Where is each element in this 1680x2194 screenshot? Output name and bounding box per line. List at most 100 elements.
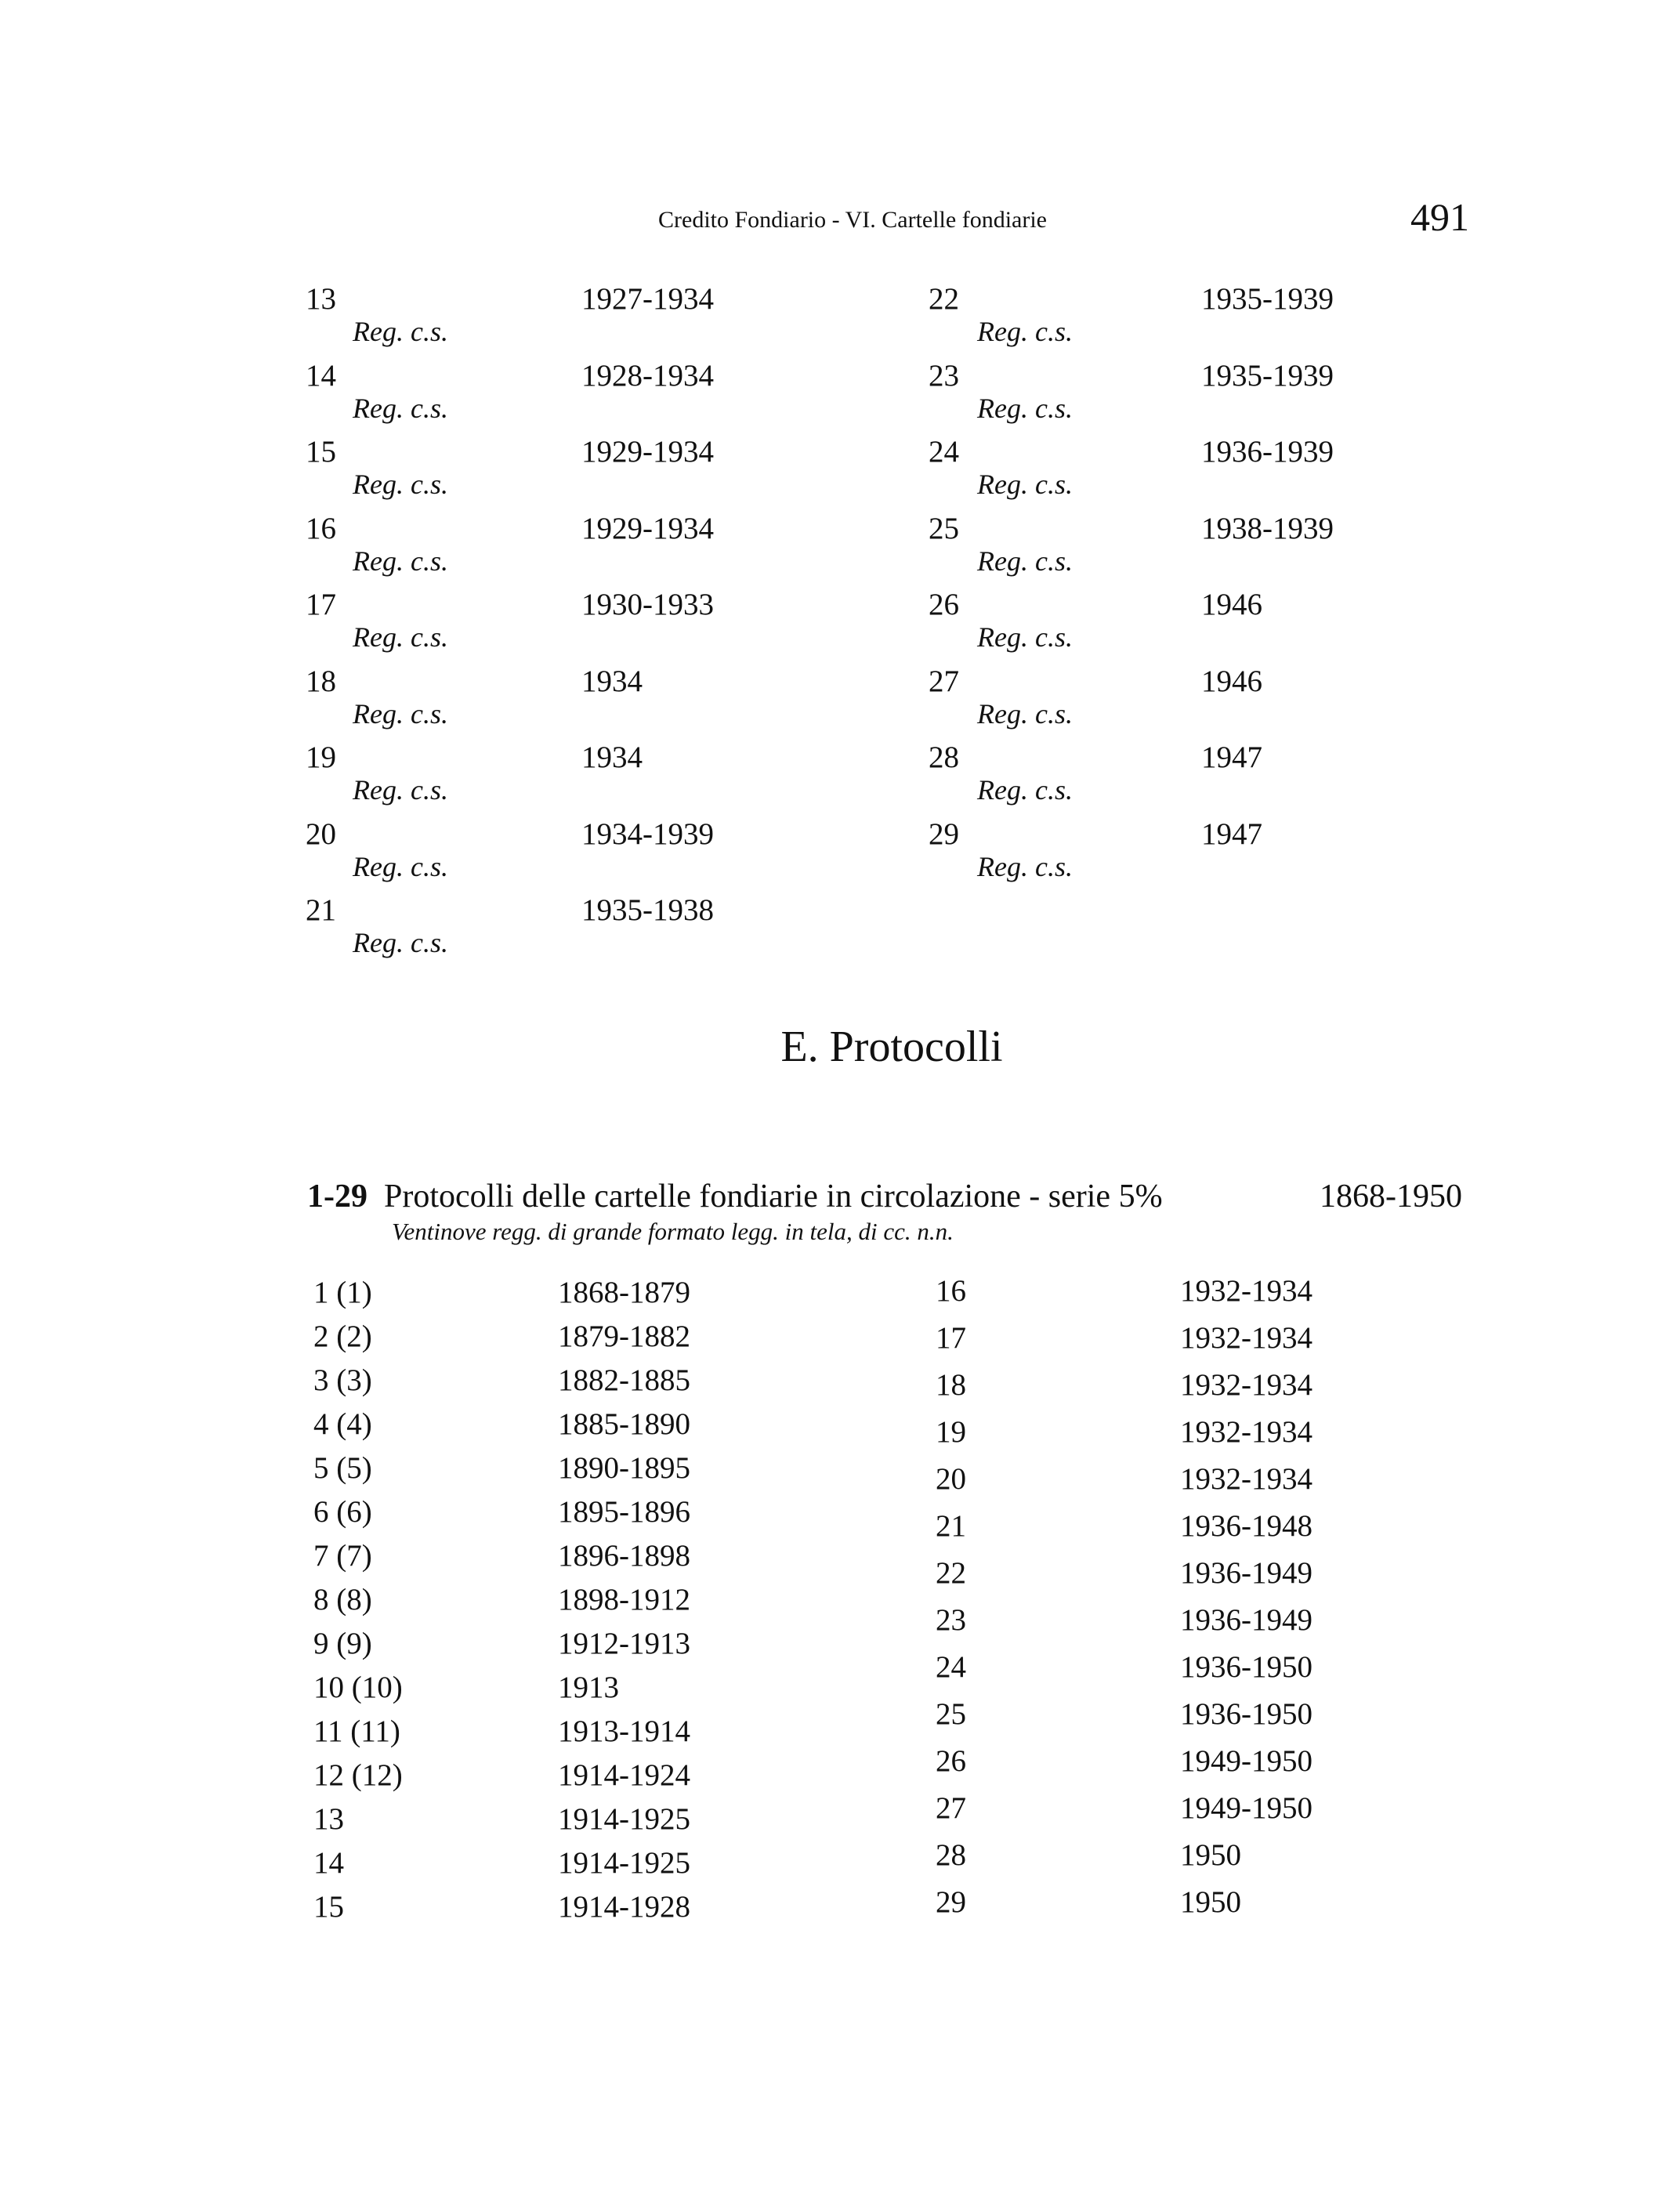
- register-dates: 1947: [1201, 740, 1262, 774]
- register-number: 23: [929, 358, 959, 393]
- entry-range: 1-29: [307, 1178, 368, 1215]
- register-dates: 1895-1896: [558, 1495, 690, 1529]
- register-dates: 1928-1934: [581, 358, 714, 393]
- register-number: 13: [313, 1802, 344, 1836]
- register-dates: 1947: [1201, 816, 1262, 851]
- register-number: 11 (11): [313, 1714, 400, 1748]
- register-note: Reg. c.s.: [977, 697, 1073, 730]
- register-number: 15: [306, 435, 336, 469]
- register-dates: 1929-1934: [581, 511, 714, 545]
- register-note: Reg. c.s.: [353, 697, 448, 730]
- register-number: 1 (1): [313, 1276, 372, 1309]
- register-number: 28: [929, 740, 959, 774]
- entry-description: Ventinove regg. di grande formato legg. …: [392, 1218, 954, 1245]
- register-dates: 1934: [581, 740, 643, 774]
- register-dates: 1936-1939: [1201, 435, 1334, 469]
- entry-heading: 1-29 Protocolli delle cartelle fondiarie…: [307, 1180, 1163, 1213]
- register-number: 20: [306, 816, 336, 851]
- register-number: 17: [306, 588, 336, 621]
- register-dates: 1932-1934: [1180, 1368, 1312, 1402]
- register-dates: 1932-1934: [1180, 1274, 1312, 1308]
- section-title: E. Protocolli: [780, 1023, 1003, 1071]
- register-dates: 1913: [558, 1671, 619, 1704]
- register-number: 16: [936, 1274, 966, 1308]
- register-note: Reg. c.s.: [353, 469, 448, 500]
- register-number: 25: [929, 511, 959, 545]
- register-dates: 1932-1934: [1180, 1321, 1312, 1355]
- register-number: 29: [936, 1885, 966, 1919]
- register-dates: 1934-1939: [581, 816, 714, 851]
- register-dates: 1929-1934: [581, 435, 714, 469]
- register-number: 20: [936, 1462, 966, 1496]
- register-number: 24: [936, 1650, 966, 1684]
- register-dates: 1930-1933: [581, 588, 714, 621]
- register-dates: 1936-1949: [1180, 1556, 1312, 1590]
- register-note: Reg. c.s.: [353, 927, 448, 958]
- register-number: 13: [306, 282, 336, 316]
- register-dates: 1913-1914: [558, 1714, 690, 1748]
- register-dates: 1949-1950: [1180, 1744, 1312, 1778]
- register-dates: 1914-1925: [558, 1802, 690, 1836]
- register-dates: 1932-1934: [1180, 1462, 1312, 1496]
- register-dates: 1946: [1201, 664, 1262, 698]
- register-dates: 1936-1949: [1180, 1603, 1312, 1637]
- register-dates: 1934: [581, 664, 643, 698]
- register-number: 23: [936, 1603, 966, 1637]
- register-number: 27: [929, 664, 959, 698]
- register-number: 16: [306, 511, 336, 545]
- register-dates: 1950: [1180, 1885, 1241, 1919]
- register-number: 5 (5): [313, 1451, 372, 1485]
- register-number: 29: [929, 816, 959, 851]
- register-dates: 1885-1890: [558, 1407, 690, 1441]
- register-dates: 1914-1928: [558, 1890, 690, 1924]
- register-dates: 1890-1895: [558, 1451, 690, 1485]
- register-dates: 1896-1898: [558, 1539, 690, 1573]
- register-number: 7 (7): [313, 1539, 372, 1573]
- page-number: 491: [1410, 195, 1469, 239]
- register-note: Reg. c.s.: [977, 392, 1073, 424]
- register-number: 17: [936, 1321, 966, 1355]
- register-dates: 1914-1925: [558, 1846, 690, 1880]
- register-dates: 1949-1950: [1180, 1791, 1312, 1825]
- entry-title: Protocolli delle cartelle fondiarie in c…: [384, 1178, 1163, 1215]
- register-number: 26: [929, 588, 959, 621]
- register-number: 8 (8): [313, 1583, 372, 1617]
- register-number: 22: [929, 282, 959, 316]
- register-dates: 1935-1939: [1201, 358, 1334, 393]
- register-number: 19: [936, 1415, 966, 1449]
- register-number: 24: [929, 435, 959, 469]
- register-number: 26: [936, 1744, 966, 1778]
- register-dates: 1936-1950: [1180, 1650, 1312, 1684]
- register-number: 10 (10): [313, 1671, 403, 1704]
- register-dates: 1868-1879: [558, 1276, 690, 1309]
- register-dates: 1912-1913: [558, 1627, 690, 1660]
- register-dates: 1932-1934: [1180, 1415, 1312, 1449]
- running-title: Credito Fondiario - VI. Cartelle fondiar…: [658, 207, 1047, 233]
- register-number: 12 (12): [313, 1758, 403, 1792]
- register-number: 15: [313, 1890, 344, 1924]
- register-dates: 1936-1948: [1180, 1509, 1312, 1543]
- register-dates: 1927-1934: [581, 282, 714, 316]
- register-number: 6 (6): [313, 1495, 372, 1529]
- register-number: 25: [936, 1697, 966, 1731]
- register-number: 4 (4): [313, 1407, 372, 1441]
- register-dates: 1882-1885: [558, 1363, 690, 1397]
- register-number: 2 (2): [313, 1320, 372, 1353]
- register-number: 21: [936, 1509, 966, 1543]
- register-dates: 1946: [1201, 588, 1262, 621]
- register-note: Reg. c.s.: [353, 621, 448, 653]
- register-note: Reg. c.s.: [977, 469, 1073, 500]
- register-number: 21: [306, 893, 336, 927]
- register-dates: 1898-1912: [558, 1583, 690, 1617]
- register-number: 9 (9): [313, 1627, 372, 1660]
- register-number: 18: [306, 664, 336, 698]
- register-number: 22: [936, 1556, 966, 1590]
- register-dates: 1935-1938: [581, 893, 714, 927]
- register-number: 14: [313, 1846, 344, 1880]
- entry-dates: 1868-1950: [1320, 1178, 1462, 1215]
- register-dates: 1936-1950: [1180, 1697, 1312, 1731]
- register-number: 28: [936, 1838, 966, 1872]
- register-dates: 1935-1939: [1201, 282, 1334, 316]
- register-number: 19: [306, 740, 336, 774]
- register-note: Reg. c.s.: [353, 545, 448, 577]
